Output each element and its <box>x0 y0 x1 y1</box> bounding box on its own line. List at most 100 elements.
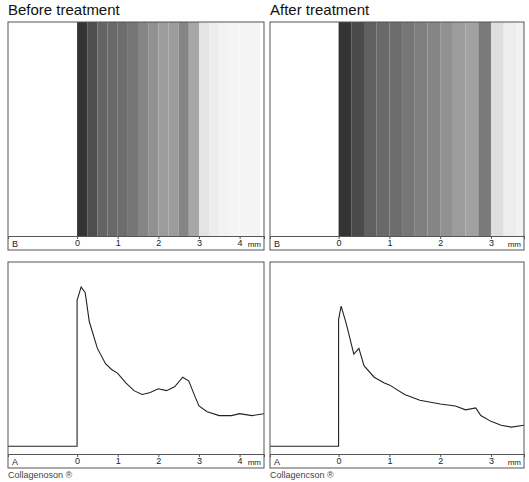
x-axis: 0 1 2 3 4 <box>9 454 265 466</box>
tick: 2 <box>438 454 443 466</box>
tick-label: 1 <box>116 456 121 466</box>
tick-label: 2 <box>438 238 443 248</box>
echo-band <box>97 22 107 236</box>
frame <box>270 22 524 250</box>
tick: 3 <box>197 454 202 466</box>
echo-band <box>504 22 517 236</box>
tick-label: 3 <box>489 456 494 466</box>
echo-band <box>118 22 128 236</box>
frame <box>270 262 524 468</box>
tick-label: 4 <box>238 238 243 248</box>
b-mode-panel: 0 1 2 3 Bmm <box>270 22 525 250</box>
panel-title: Before treatment <box>8 1 121 18</box>
echo-band <box>138 22 148 236</box>
echo-band <box>427 22 440 236</box>
panel-title: After treatment <box>270 1 370 18</box>
panel-letter: B <box>274 239 280 249</box>
tick: 1 <box>116 236 121 248</box>
x-axis: 0 1 2 3 <box>271 236 525 248</box>
echo-band <box>108 22 118 236</box>
echo-band <box>389 22 402 236</box>
tick: 3 <box>489 454 494 466</box>
echo-band <box>240 22 250 236</box>
tick-label: 3 <box>197 238 202 248</box>
tick: 2 <box>438 236 443 248</box>
tick-label: 1 <box>387 238 392 248</box>
plot-area <box>8 287 264 446</box>
echo-band <box>219 22 229 236</box>
echo-band <box>77 22 87 236</box>
tick-label: 2 <box>156 238 161 248</box>
echo-band <box>148 22 158 236</box>
axis-line <box>9 237 265 240</box>
plot-area <box>270 306 524 446</box>
echo-band <box>87 22 97 236</box>
tick-label: 2 <box>438 456 443 466</box>
a-mode-panel: 01234Amm <box>8 262 265 468</box>
axis-line <box>271 455 525 458</box>
axis-unit: mm <box>508 240 522 249</box>
x-axis: 0 1 2 3 <box>271 454 525 466</box>
tick-label: 2 <box>156 456 161 466</box>
tick-label: 0 <box>337 456 342 466</box>
x-axis: 0 1 2 3 4 <box>9 236 265 248</box>
echo-band <box>179 22 189 236</box>
tick: 1 <box>387 454 392 466</box>
frame <box>8 22 264 250</box>
a-mode-trace <box>270 306 524 446</box>
tick: 3 <box>489 236 494 248</box>
tick-label: 3 <box>197 456 202 466</box>
echo-band <box>209 22 219 236</box>
tick: 2 <box>156 454 161 466</box>
echo-band <box>250 22 260 236</box>
echo-band <box>415 22 428 236</box>
echo-band <box>478 22 491 236</box>
echo-band <box>199 22 209 236</box>
tick-label: 3 <box>489 238 494 248</box>
axis-unit: mm <box>248 240 262 249</box>
tick: 0 <box>75 236 80 248</box>
tick: 4 <box>238 454 243 466</box>
echo-band <box>440 22 453 236</box>
tick-label: 0 <box>337 238 342 248</box>
echo-band <box>351 22 364 236</box>
axis-unit: mm <box>508 458 522 467</box>
echo-band <box>169 22 179 236</box>
axis-line <box>271 237 525 240</box>
tick: 1 <box>387 236 392 248</box>
b-mode-panel: 0 1 2 3 4 Bmm <box>8 22 265 250</box>
a-mode-trace <box>8 287 264 446</box>
tick-label: 1 <box>116 238 121 248</box>
echo-band <box>128 22 138 236</box>
echo-band <box>339 22 352 236</box>
tick: 0 <box>75 454 80 466</box>
tick: 2 <box>156 236 161 248</box>
panel-letter: A <box>12 457 18 467</box>
plot-area <box>77 22 260 236</box>
tick: 0 <box>337 454 342 466</box>
tick-label: 4 <box>238 456 243 466</box>
figure: Before treatment 0 1 2 3 4 Bmm 0 1 2 3 4 Amm Collagen… <box>0 0 529 482</box>
caption: Collagenoson ® <box>8 470 73 480</box>
tick-label: 0 <box>75 456 80 466</box>
caption: Collagencson ® <box>270 470 334 480</box>
echo-band <box>453 22 466 236</box>
tick: 1 <box>116 454 121 466</box>
echo-band <box>189 22 199 236</box>
tick: 4 <box>238 236 243 248</box>
tick-label: 1 <box>387 456 392 466</box>
echo-band <box>516 22 524 236</box>
panel-letter: B <box>12 239 18 249</box>
echo-band <box>377 22 390 236</box>
axis-line <box>9 455 265 458</box>
tick: 0 <box>337 236 342 248</box>
echo-band <box>158 22 168 236</box>
frame <box>8 262 264 468</box>
a-mode-panel: 0 1 2 3 Amm <box>270 262 525 468</box>
tick-label: 0 <box>75 238 80 248</box>
tick: 3 <box>197 236 202 248</box>
echo-band <box>402 22 415 236</box>
panel-letter: A <box>274 457 280 467</box>
echo-band <box>466 22 479 236</box>
echo-band <box>491 22 504 236</box>
